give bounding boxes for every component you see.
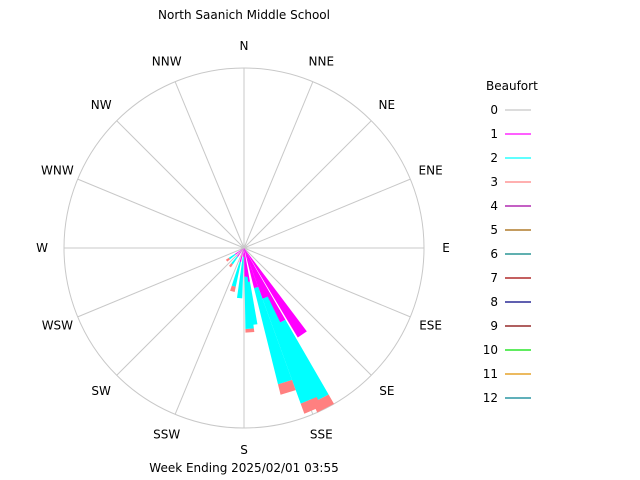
spoke-ese <box>243 247 411 318</box>
spoke-ssw <box>174 247 245 415</box>
petal-9-beaufort-3 <box>225 257 231 262</box>
spoke-wnw <box>77 178 245 249</box>
dir-label-ne: NE <box>379 98 396 112</box>
legend-label-8: 8 <box>490 295 498 309</box>
dir-label-w: W <box>36 241 48 255</box>
dir-label-ese: ESE <box>419 318 442 332</box>
chart-footer: Week Ending 2025/02/01 03:55 <box>149 461 338 475</box>
polar-grid <box>63 67 425 429</box>
dir-label-sse: SSE <box>310 428 333 442</box>
dir-label-ssw: SSW <box>153 428 180 442</box>
petal-7-beaufort-2 <box>231 261 242 287</box>
legend-label-1: 1 <box>490 127 498 141</box>
petal-9-beaufort-2 <box>228 253 236 260</box>
spoke-nnw <box>174 81 245 249</box>
petal-6-beaufort-1 <box>242 248 244 257</box>
spoke-ene <box>243 178 411 249</box>
petal-1-beaufort-1 <box>244 248 286 324</box>
legend-label-5: 5 <box>490 223 498 237</box>
dir-label-s: S <box>240 443 248 457</box>
spoke-wsw <box>77 247 245 318</box>
dir-label-nw: NW <box>91 98 112 112</box>
spoke-nw <box>116 120 245 249</box>
petal-3-beaufort-3 <box>277 379 296 395</box>
petal-3-beaufort-2 <box>254 286 293 385</box>
dir-label-nnw: NNW <box>152 54 182 68</box>
legend-title: Beaufort <box>486 79 538 93</box>
petal-1-beaufort-3 <box>312 394 334 413</box>
legend-label-12: 12 <box>483 391 498 405</box>
dir-label-ene: ENE <box>419 164 443 178</box>
legend-label-11: 11 <box>483 367 498 381</box>
petal-5-beaufort-3 <box>245 328 255 333</box>
petal-2-beaufort-1 <box>244 248 268 299</box>
petal-2-beaufort-3 <box>300 396 322 414</box>
petal-5-beaufort-1 <box>244 248 248 277</box>
direction-labels: N NNE NE ENE E ESE SE SSE S SSW SW WSW W WNW NW NNW <box>36 39 450 457</box>
legend-label-4: 4 <box>490 199 498 213</box>
petal-0-beaufort-1 <box>244 248 307 338</box>
dir-label-n: N <box>240 39 249 53</box>
petal-2-beaufort-2 <box>262 296 317 404</box>
petal-8-beaufort-2 <box>231 256 238 265</box>
spoke-se <box>243 247 372 376</box>
petal-6-beaufort-2 <box>236 256 244 299</box>
legend-label-0: 0 <box>490 103 498 117</box>
legend-label-2: 2 <box>490 151 498 165</box>
petal-7-beaufort-3 <box>230 285 236 293</box>
wind-petals <box>225 248 334 414</box>
petal-3-beaufort-1 <box>244 248 259 289</box>
petal-8-beaufort-1 <box>237 248 244 257</box>
legend-label-6: 6 <box>490 247 498 261</box>
petal-7-beaufort-1 <box>239 248 244 263</box>
legend-label-3: 3 <box>490 175 498 189</box>
petal-9-beaufort-1 <box>234 248 244 255</box>
legend-label-10: 10 <box>483 343 498 357</box>
petal-8-beaufort-3 <box>228 263 233 268</box>
petal-5-beaufort-2 <box>244 276 254 329</box>
dir-label-e: E <box>442 241 450 255</box>
petal-1-beaufort-2 <box>277 319 329 403</box>
spoke-ne <box>243 120 372 249</box>
spoke-sw <box>116 247 245 376</box>
dir-label-nne: NNE <box>309 54 335 68</box>
chart-title: North Saanich Middle School <box>158 8 330 22</box>
spoke-nne <box>243 81 314 249</box>
dir-label-wsw: WSW <box>42 318 73 332</box>
dir-label-wnw: WNW <box>41 164 74 178</box>
legend-label-7: 7 <box>490 271 498 285</box>
dir-label-sw: SW <box>91 384 111 398</box>
petal-4-beaufort-1 <box>244 248 250 283</box>
legend-label-9: 9 <box>490 319 498 333</box>
dir-label-se: SE <box>379 384 394 398</box>
